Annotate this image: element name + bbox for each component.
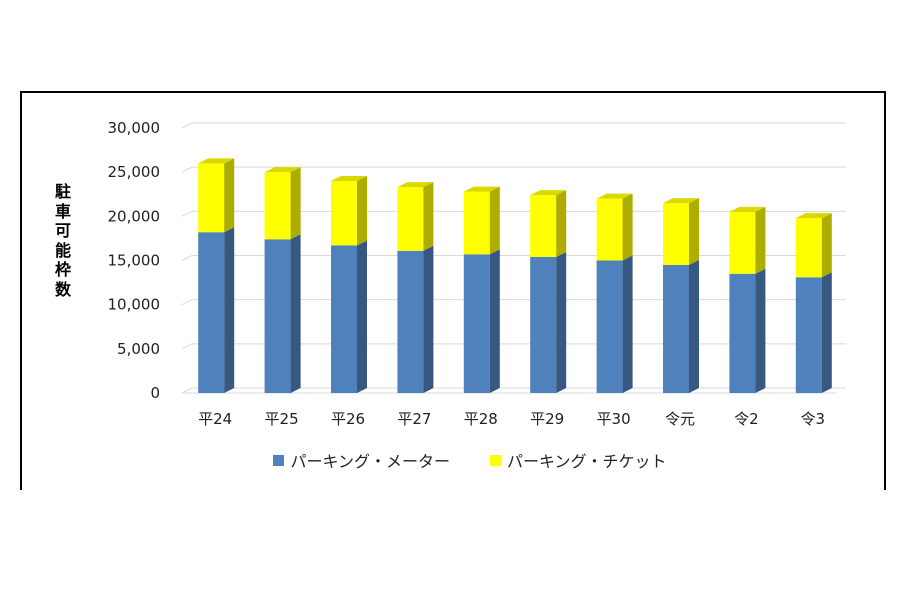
bar-meter (663, 264, 689, 393)
bar-ticket (729, 211, 756, 274)
bar-side (755, 268, 766, 393)
bar-side (423, 182, 434, 251)
y-tick-label: 0 (150, 384, 160, 402)
bar-side (556, 251, 567, 393)
bar-side (821, 272, 832, 393)
legend-swatch-meter (273, 454, 285, 466)
gridline-diag (181, 255, 193, 261)
bar-side (622, 193, 633, 261)
bar-meter (331, 245, 357, 393)
bar-ticket (198, 163, 225, 233)
bar-side (423, 245, 434, 393)
y-tick-label: 25,000 (108, 163, 161, 181)
bar-side (224, 158, 235, 233)
x-tick-label: 平30 (597, 410, 631, 428)
bar-top (463, 186, 500, 192)
x-tick-label: 平26 (331, 410, 365, 428)
x-tick-label: 令元 (665, 410, 695, 428)
legend-label-ticket: パーキング・チケット (507, 452, 667, 471)
legend: パーキング・メーター パーキング・チケット (0, 448, 900, 472)
y-axis-label: 駐車可能枠数 (54, 182, 71, 299)
x-tick-label: 平24 (198, 410, 232, 428)
bar-ticket (795, 218, 822, 278)
bar-meter (198, 232, 225, 393)
bar-meter (729, 273, 756, 393)
y-tick-label: 5,000 (117, 340, 160, 358)
bar-meter (264, 239, 291, 393)
gridline-diag (181, 122, 193, 129)
bar-ticket (397, 187, 424, 251)
bar-side (290, 167, 301, 240)
bar-meter (596, 260, 623, 393)
y-tick-label: 15,000 (108, 252, 161, 270)
y-tick-label: 10,000 (108, 296, 161, 314)
x-tick-label: 平28 (464, 410, 498, 428)
bar-top (198, 158, 235, 164)
bar-ticket (530, 195, 557, 257)
bar-meter (795, 277, 822, 393)
bar-ticket (596, 198, 623, 261)
bar-side (689, 259, 699, 393)
bar-meter (397, 250, 424, 393)
bar-meter (463, 254, 490, 393)
bar-top (663, 198, 699, 204)
bar-top (331, 176, 367, 181)
bar-side (821, 213, 832, 278)
bar-side (290, 234, 301, 393)
bar-side (755, 206, 766, 274)
bar-side (622, 255, 633, 393)
bar-side (689, 198, 699, 265)
legend-label-meter: パーキング・メーター (290, 452, 450, 471)
bar-side (489, 186, 500, 255)
gridline-diag (181, 166, 193, 173)
legend-item-ticket: パーキング・チケット (490, 448, 667, 472)
bar-top (729, 206, 766, 212)
bar-side (224, 227, 235, 393)
bar-top (397, 182, 434, 188)
gridline-diag (181, 343, 193, 350)
gridline-diag (181, 387, 193, 394)
bar-ticket (663, 203, 689, 265)
x-tick-label: 平29 (530, 410, 564, 428)
bar-side (357, 176, 367, 246)
y-tick-label: 20,000 (108, 207, 161, 225)
legend-item-meter: パーキング・メーター (273, 448, 450, 472)
bar-side (357, 240, 367, 393)
x-tick-label: 令2 (734, 410, 759, 428)
x-tick-label: 令3 (801, 410, 826, 428)
gridline-diag (181, 299, 193, 306)
x-tick-label: 平27 (397, 410, 431, 428)
gridline-diag (181, 210, 193, 217)
bar-ticket (463, 191, 490, 255)
x-tick-label: 平25 (265, 410, 299, 428)
bar-top (795, 213, 832, 219)
bar-meter (530, 256, 557, 393)
bar-ticket (331, 181, 357, 246)
bar-side (489, 249, 500, 393)
bar-side (556, 190, 567, 257)
bar-ticket (264, 172, 291, 240)
y-tick-label: 30,000 (108, 119, 161, 137)
chart-frame (20, 91, 886, 490)
bar-top (596, 193, 633, 199)
legend-swatch-ticket (490, 454, 501, 466)
bar-top (530, 190, 567, 196)
bar-top (264, 167, 301, 173)
